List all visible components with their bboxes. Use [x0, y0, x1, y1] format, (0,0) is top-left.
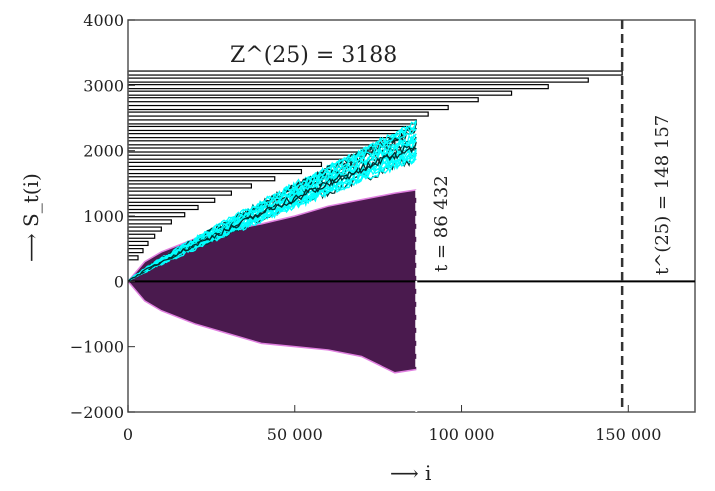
envelope-lower-line — [127, 280, 417, 374]
bar — [127, 219, 172, 225]
bar — [127, 204, 199, 211]
walk-line — [127, 125, 417, 282]
y-tick-label: 2000 — [83, 142, 124, 161]
bar — [127, 183, 253, 189]
y-axis-label: ⟶ S_t(i) — [19, 173, 43, 262]
bar — [127, 97, 479, 103]
bar — [127, 119, 417, 125]
bar — [127, 255, 139, 261]
bar — [127, 226, 162, 232]
bar — [127, 154, 349, 160]
y-tick-label: 1000 — [83, 207, 124, 226]
bar — [127, 70, 623, 76]
bar — [127, 111, 429, 117]
z-annotation: Z^(25) = 3188 — [230, 43, 397, 68]
envelope-upper-line — [127, 189, 417, 282]
x-tick-label: 100 000 — [428, 425, 494, 444]
bar — [127, 77, 589, 83]
bar — [127, 212, 186, 218]
t25-annotation: t^(25) = 148 157 — [652, 115, 673, 275]
bar — [127, 248, 144, 254]
axes: 0 50 000 100 000 150 000 −2000 −1000 0 1000 2000… — [70, 11, 696, 444]
walk-line — [127, 127, 417, 282]
bar — [127, 104, 449, 111]
y-tick-label: −1000 — [70, 338, 124, 357]
walk-line — [127, 153, 417, 282]
walk-line — [127, 137, 417, 282]
bar — [127, 168, 303, 175]
bar — [127, 90, 513, 96]
x-tick-label: 0 — [123, 425, 133, 444]
bar — [127, 133, 403, 139]
bar — [127, 190, 232, 196]
x-axis-label: ⟶ i — [390, 461, 431, 485]
y-tick-label: 3000 — [83, 76, 124, 95]
bar — [127, 147, 376, 153]
bar — [127, 161, 323, 167]
bar — [127, 240, 149, 247]
random-walks — [127, 119, 417, 282]
bar — [127, 197, 216, 203]
bar — [127, 176, 276, 182]
bar — [127, 233, 156, 239]
t-annotation: t = 86 432 — [431, 175, 452, 272]
bar — [127, 84, 549, 90]
walk-line — [127, 135, 417, 282]
bar — [127, 125, 409, 132]
x-tick-label: 150 000 — [595, 425, 661, 444]
x-tick-label: 50 000 — [267, 425, 323, 444]
y-tick-label: −2000 — [70, 403, 124, 422]
y-tick-label: 4000 — [83, 11, 124, 30]
y-tick-label: 0 — [114, 272, 124, 291]
walk-line — [127, 145, 417, 282]
bar — [127, 140, 396, 146]
